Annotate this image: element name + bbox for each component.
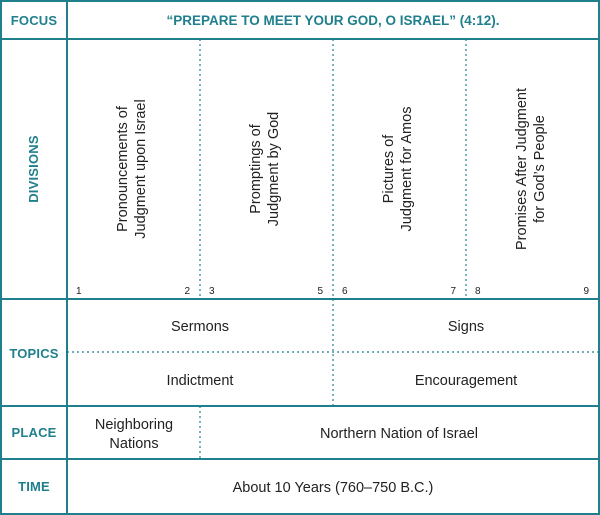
division-1: Pronouncements of Judgment upon Israel 1…: [76, 99, 190, 297]
division-4-end: 9: [583, 286, 589, 297]
division-1-start: 1: [76, 286, 82, 297]
focus-text: “PREPARE TO MEET YOUR GOD, O ISRAEL” (4:…: [166, 13, 499, 28]
division-3-line1: Pictures of: [381, 134, 397, 203]
division-4-start: 8: [475, 286, 481, 297]
header-place: PLACE: [11, 425, 56, 440]
topic-encouragement: Encouragement: [415, 373, 517, 389]
place-northern-nation: Northern Nation of Israel: [320, 426, 478, 442]
topic-signs: Signs: [448, 319, 484, 335]
header-divisions: DIVISIONS: [26, 135, 41, 203]
division-4-line1: Promises After Judgment: [514, 88, 530, 250]
division-2-line2: Judgment by God: [266, 112, 282, 226]
division-2-start: 3: [209, 286, 215, 297]
division-1-line1: Pronouncements of: [115, 105, 131, 232]
header-time: TIME: [18, 479, 50, 494]
division-4-line2: for God’s People: [532, 115, 548, 223]
division-2-end: 5: [317, 286, 323, 297]
division-4: Promises After Judgment for God’s People…: [475, 88, 589, 297]
dotted-grid-lines: [67, 39, 599, 459]
division-1-line2: Judgment upon Israel: [133, 99, 149, 238]
header-focus: FOCUS: [11, 13, 58, 28]
time-text: About 10 Years (760–750 B.C.): [233, 480, 434, 496]
topic-sermons: Sermons: [171, 319, 229, 335]
division-3-line2: Judgment for Amos: [399, 107, 415, 232]
place-neighboring-line2: Nations: [109, 436, 158, 452]
topic-indictment: Indictment: [167, 373, 234, 389]
place-neighboring-line1: Neighboring: [95, 417, 173, 433]
division-2: Promptings of Judgment by God 3 5: [209, 112, 323, 297]
division-2-line1: Promptings of: [248, 123, 264, 213]
division-3: Pictures of Judgment for Amos 6 7: [342, 107, 456, 297]
division-1-end: 2: [184, 286, 190, 297]
header-topics: TOPICS: [9, 346, 58, 361]
division-3-end: 7: [450, 286, 456, 297]
division-3-start: 6: [342, 286, 348, 297]
